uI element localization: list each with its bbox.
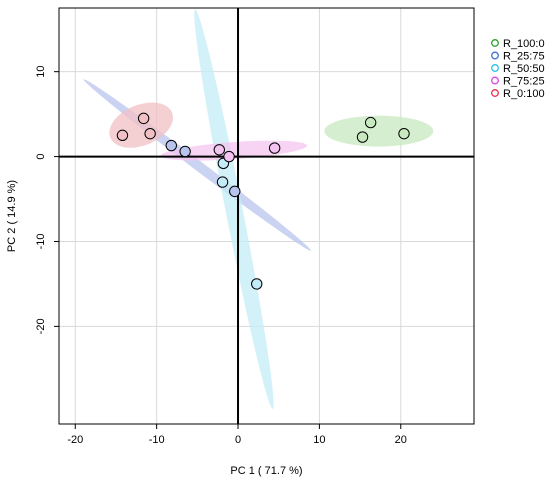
ellipse-r-50-50	[194, 9, 274, 409]
plot-frame	[58, 7, 475, 425]
point-r-75-25	[223, 150, 235, 163]
legend-marker	[491, 89, 499, 97]
legend-marker	[491, 64, 499, 72]
legend-marker	[491, 76, 499, 85]
legend-marker	[491, 51, 499, 60]
point-r-0-100	[116, 129, 129, 142]
x-tick-label: 20	[395, 434, 407, 446]
legend-label: R_25:75	[503, 51, 545, 63]
legend: R_100:0R_25:75R_50:50R_75:25R_0:100	[491, 38, 545, 100]
y-tick-label: 0	[35, 154, 47, 160]
point-r-100-0	[364, 116, 377, 129]
zero-lines	[59, 8, 474, 424]
point-r-0-100	[137, 112, 150, 125]
x-tick-label: 10	[313, 434, 325, 446]
legend-marker	[491, 39, 499, 47]
point-r-75-25	[213, 144, 226, 156]
y-tick-label: 10	[35, 66, 47, 78]
point-r-25-75	[165, 139, 177, 152]
point-r-25-75	[179, 145, 191, 158]
axis-ticks: -20 -10 0 10 20 -20 -10 0 10	[35, 66, 407, 446]
x-tick-label: -10	[149, 434, 165, 446]
data-points	[116, 112, 410, 290]
x-tick-label: -20	[67, 434, 83, 446]
x-tick-label: 0	[235, 434, 241, 446]
x-axis-title: PC 1 ( 71.7 %)	[230, 465, 302, 477]
legend-label: R_100:0	[503, 38, 545, 50]
point-r-50-50	[216, 176, 229, 188]
point-r-50-50	[251, 278, 263, 290]
point-r-0-100	[144, 127, 156, 140]
y-tick-label: -20	[35, 318, 47, 334]
legend-label: R_75:25	[503, 76, 545, 88]
y-tick-label: -10	[35, 234, 47, 250]
point-r-25-75	[229, 185, 241, 198]
legend-label: R_50:50	[503, 63, 545, 75]
point-r-75-25	[268, 142, 281, 154]
y-axis-title: PC 2 ( 14.9 %)	[6, 180, 18, 252]
ellipse-r-100-0	[324, 115, 434, 147]
point-r-100-0	[398, 127, 410, 140]
legend-label: R_0:100	[503, 88, 545, 100]
point-r-100-0	[356, 131, 369, 143]
